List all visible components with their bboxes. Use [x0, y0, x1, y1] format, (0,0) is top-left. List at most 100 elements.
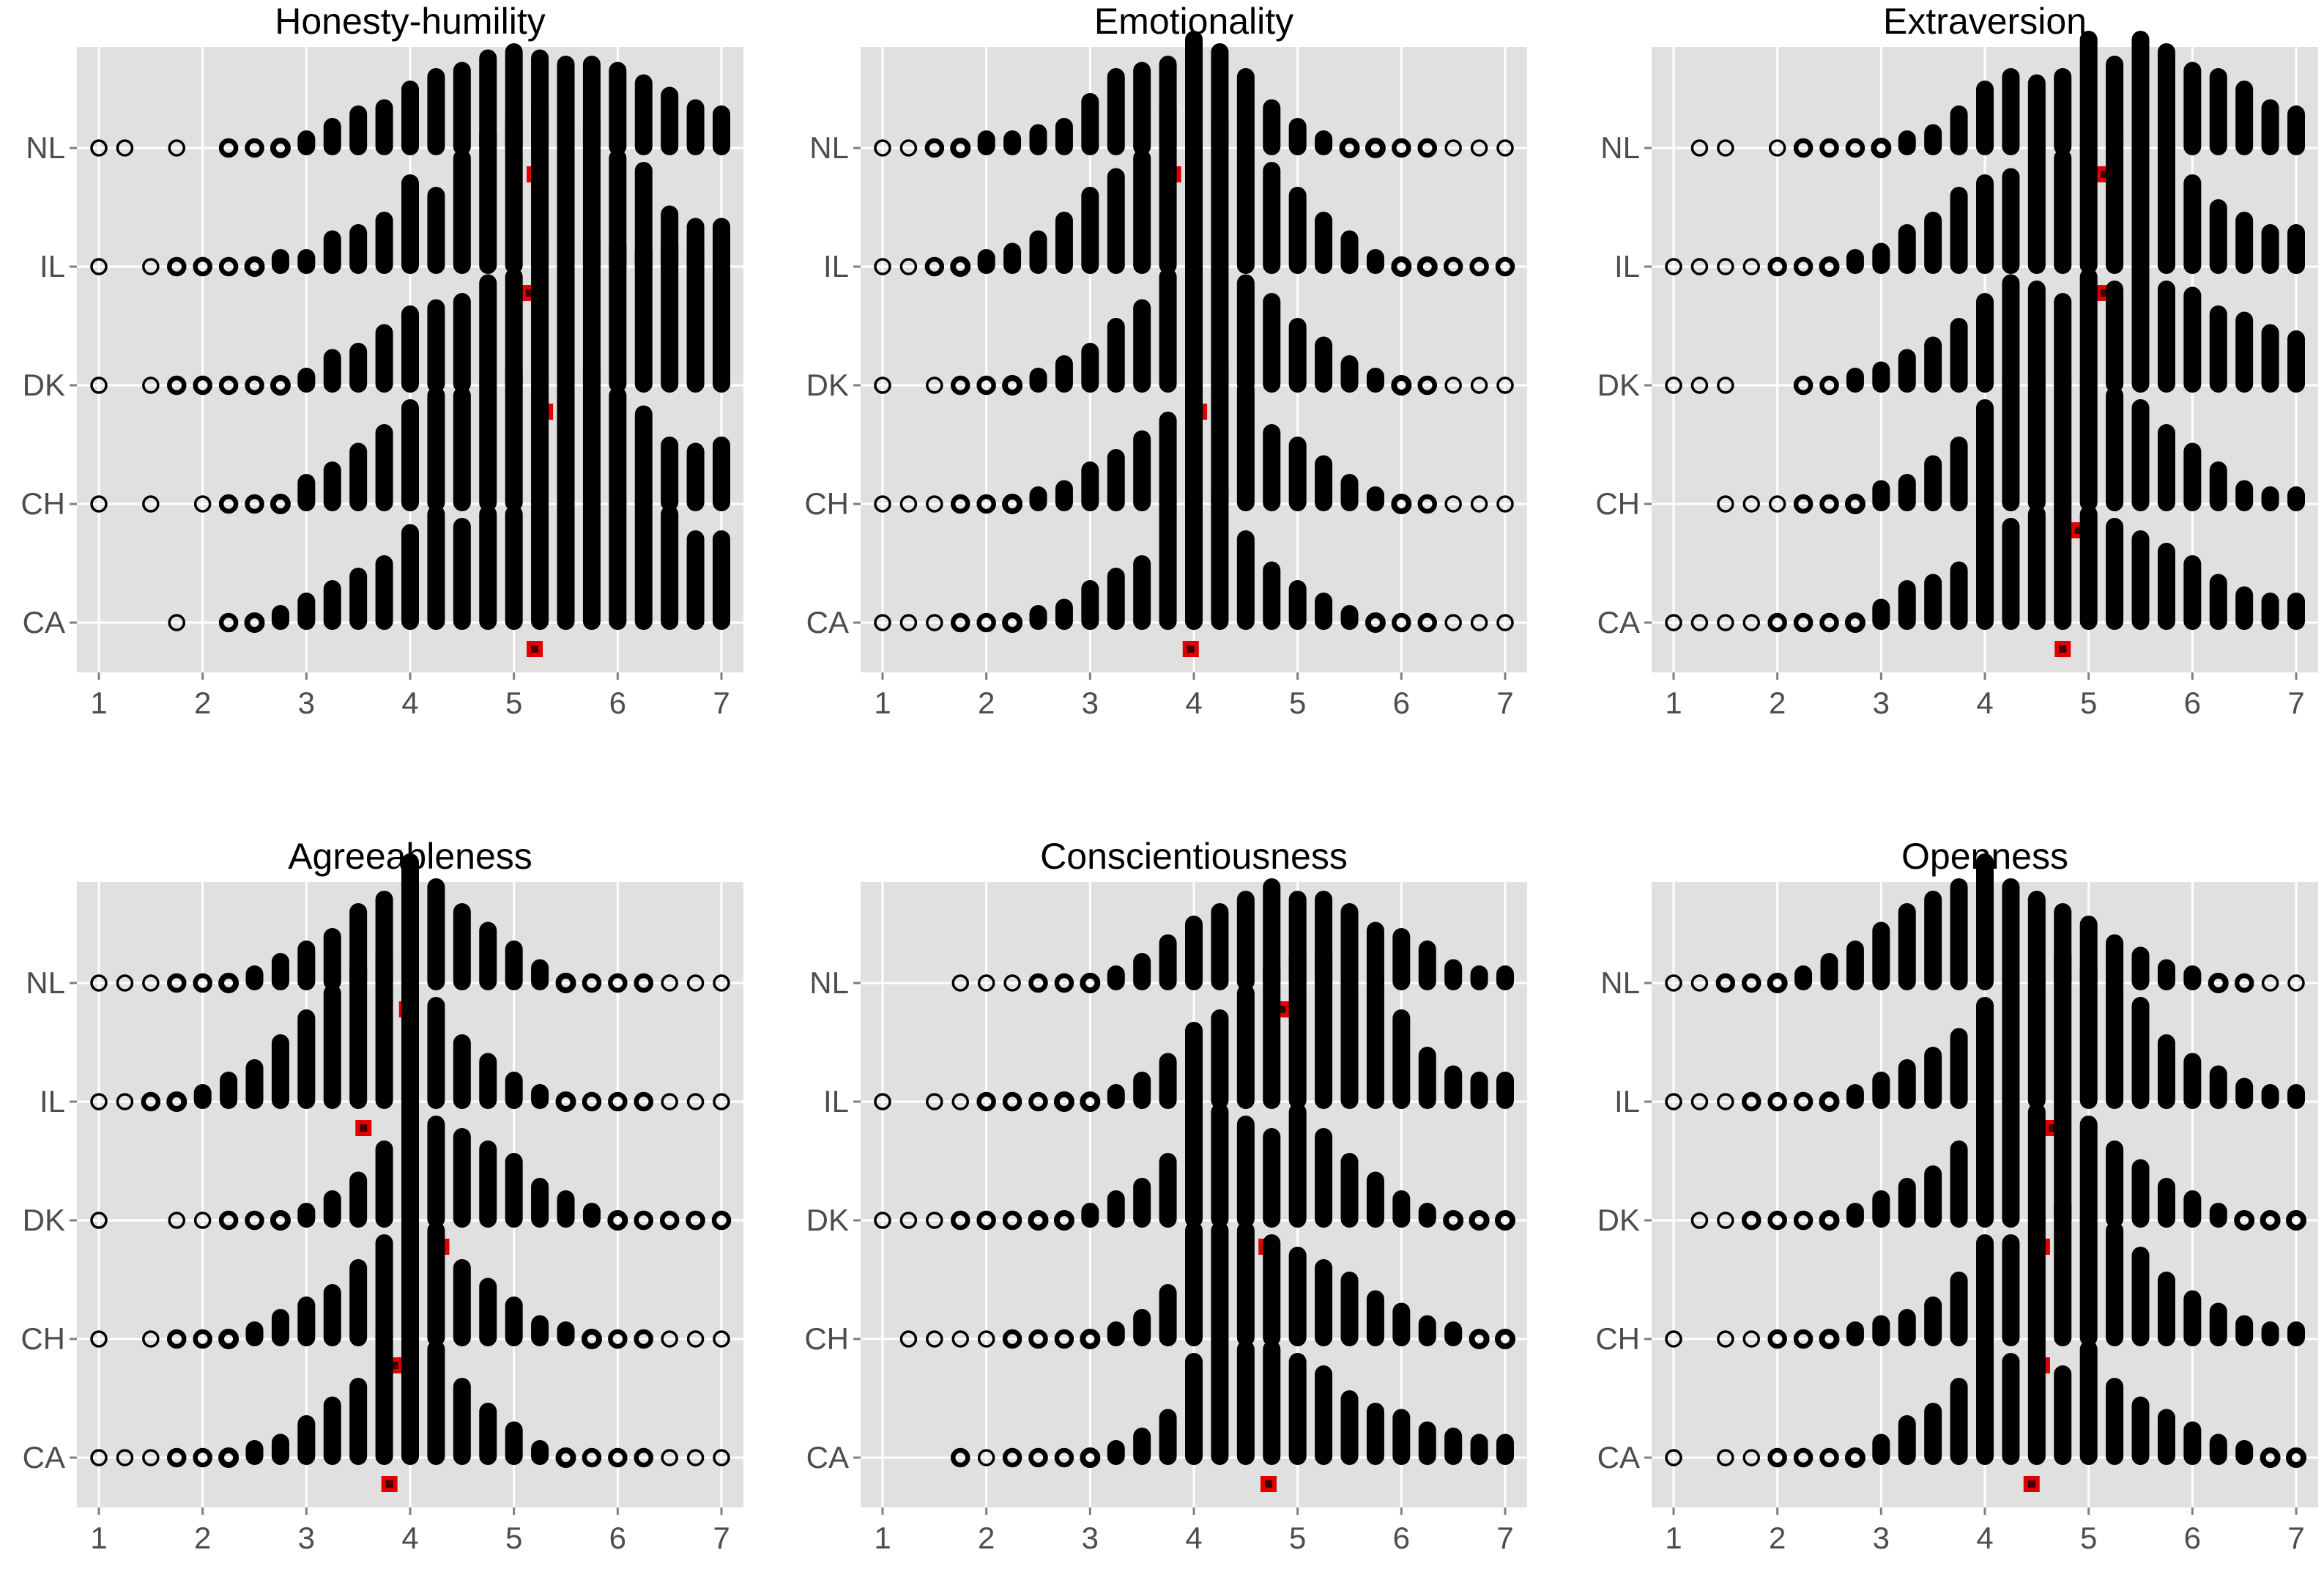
data-dot: [218, 1447, 240, 1468]
row-il: [1665, 947, 2305, 1136]
data-dot: [582, 1447, 602, 1468]
data-dot: [899, 1212, 918, 1229]
data-dot: [1054, 973, 1074, 993]
data-dot-stack: [1236, 68, 1255, 155]
data-dot-stack: [2106, 125, 2124, 274]
data-dot: [1444, 377, 1462, 394]
data-dot: [713, 1093, 730, 1110]
data-dot-stack: [2027, 1209, 2046, 1346]
data-dot: [245, 138, 264, 158]
data-dot-stack: [1872, 1315, 1890, 1346]
data-dot-stack: [2002, 374, 2020, 511]
data-dot-stack: [661, 86, 679, 155]
data-dot: [1767, 1091, 1787, 1112]
data-dot: [1717, 495, 1734, 513]
data-dot: [90, 974, 108, 992]
data-dot-stack: [1898, 1178, 1916, 1228]
data-dot-stack: [505, 362, 523, 511]
mean-marker-center: [2059, 645, 2067, 653]
data-dot-stack: [2261, 224, 2279, 274]
data-dot-stack: [2027, 1328, 2046, 1465]
data-dot: [2260, 1447, 2281, 1468]
x-tick-label: 2: [978, 686, 995, 720]
data-dot-stack: [427, 997, 445, 1109]
data-dot-stack: [349, 568, 368, 630]
data-dot: [1793, 1091, 1813, 1112]
data-dot-stack: [1211, 903, 1229, 990]
data-dot: [1080, 973, 1101, 993]
data-dot: [168, 1212, 185, 1229]
data-dot-stack: [1133, 62, 1151, 155]
data-dot-stack: [1950, 1378, 1968, 1465]
data-dot-stack: [1392, 1409, 1411, 1465]
data-dot-stack: [349, 960, 368, 1109]
data-dot-stack: [1288, 1353, 1307, 1465]
x-tick-label: 1: [874, 1521, 891, 1555]
data-dot-stack: [2027, 505, 2046, 630]
data-dot-stack: [1003, 130, 1022, 155]
data-dot: [116, 1449, 134, 1466]
data-dot: [1053, 1210, 1074, 1231]
data-dot: [1690, 974, 1709, 992]
x-tick-label: 5: [2080, 1521, 2097, 1555]
data-dot-stack: [2002, 168, 2020, 274]
row-ca: [1665, 468, 2305, 657]
data-dot-stack: [1159, 100, 1177, 274]
data-dot-stack: [2002, 274, 2020, 393]
data-dot-stack: [1340, 1272, 1359, 1346]
data-dot-stack: [1107, 318, 1125, 393]
row-ch: [874, 349, 1514, 538]
row-dk: [90, 218, 730, 420]
data-dot-stack: [1872, 361, 1890, 393]
data-dot: [1002, 1210, 1022, 1231]
data-dot-stack: [1055, 598, 1073, 630]
data-dot-stack: [1976, 1091, 1994, 1228]
data-dot-stack: [1924, 455, 1942, 511]
data-dot: [1717, 1449, 1734, 1466]
x-tick-label: 2: [1769, 1521, 1786, 1555]
data-dot-stack: [323, 1190, 341, 1228]
data-dot: [951, 1447, 970, 1468]
data-dot: [116, 1093, 134, 1110]
data-dot: [874, 614, 891, 631]
y-tick-label-il: IL: [40, 249, 65, 283]
data-dot-stack: [1898, 1415, 1916, 1465]
data-dot-stack: [2027, 374, 2046, 511]
data-dot: [1444, 614, 1462, 631]
data-dot-stack: [2183, 174, 2202, 274]
data-dot-stack: [427, 1340, 445, 1465]
data-dot-stack: [323, 928, 341, 990]
data-dot-stack: [2209, 1065, 2227, 1109]
data-dot-stack: [1263, 1340, 1281, 1465]
data-dot-stack: [1236, 1116, 1255, 1228]
data-dot-stack: [1029, 486, 1047, 511]
data-dot: [245, 1210, 264, 1231]
data-dot-stack: [1846, 1084, 1864, 1109]
data-dot-stack: [2054, 493, 2072, 630]
data-dot-stack: [1107, 1190, 1125, 1228]
data-dot-stack: [401, 399, 419, 511]
data-dot-stack: [271, 249, 289, 274]
data-dot-stack: [1236, 1340, 1255, 1465]
data-dot: [555, 1447, 576, 1468]
x-tick-label: 7: [1496, 686, 1513, 720]
data-dot-stack: [1872, 480, 1890, 511]
data-dot-stack: [1029, 605, 1047, 630]
data-dot: [116, 139, 134, 157]
x-tick-label: 1: [90, 686, 107, 720]
data-dot: [2234, 973, 2254, 993]
data-dot-stack: [2183, 442, 2202, 511]
data-dot-stack: [2183, 286, 2202, 393]
data-dot: [270, 375, 291, 396]
data-dot-stack: [1872, 242, 1890, 274]
data-dot-stack: [2261, 1084, 2279, 1109]
mean-marker-center: [390, 1362, 398, 1369]
data-dot: [167, 256, 187, 277]
data-dot: [1742, 614, 1760, 631]
x-tick-label: 6: [2184, 1521, 2201, 1555]
data-dot: [142, 1449, 160, 1466]
data-dot-stack: [2287, 105, 2305, 155]
data-dot-stack: [1185, 87, 1203, 274]
